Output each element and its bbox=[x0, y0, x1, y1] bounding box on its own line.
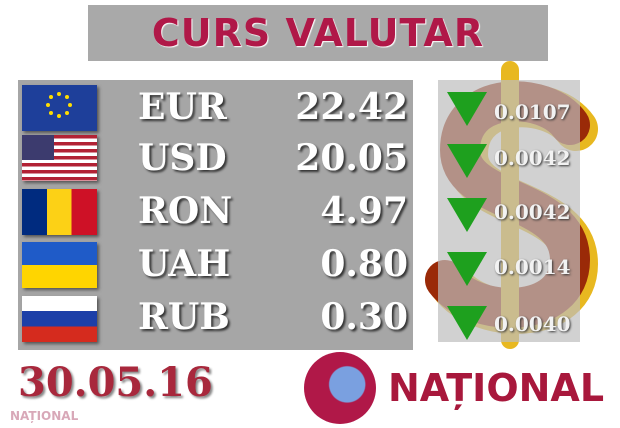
page-title: CURS VALUTAR bbox=[151, 11, 485, 55]
flag-us bbox=[22, 135, 97, 181]
rate-value: 20.05 bbox=[295, 137, 408, 179]
down-arrow-icon bbox=[447, 92, 487, 126]
rate-change: 0.0107 bbox=[494, 100, 571, 124]
rate-value: 0.30 bbox=[320, 296, 408, 338]
down-arrow-icon bbox=[447, 306, 487, 340]
rate-value: 0.80 bbox=[320, 243, 408, 285]
flag-ro bbox=[22, 189, 97, 235]
watermark: NAȚIONAL bbox=[10, 409, 79, 423]
national-logo-icon bbox=[304, 352, 376, 424]
title-banner bbox=[88, 5, 548, 61]
brand-logo: NAȚIONAL bbox=[388, 366, 605, 410]
down-arrow-icon bbox=[447, 198, 487, 232]
currency-code: RON bbox=[138, 190, 233, 232]
down-arrow-icon bbox=[447, 252, 487, 286]
down-arrow-icon bbox=[447, 144, 487, 178]
currency-code: RUB bbox=[138, 296, 230, 338]
date-label: 30.05.16 bbox=[18, 359, 213, 406]
rate-change: 0.0014 bbox=[494, 255, 571, 279]
flag-ua bbox=[22, 242, 97, 288]
flag-ru bbox=[22, 296, 97, 342]
rate-value: 4.97 bbox=[320, 190, 408, 232]
currency-code: UAH bbox=[138, 243, 231, 285]
rate-value: 22.42 bbox=[295, 86, 408, 128]
flag-eu bbox=[22, 85, 97, 131]
rate-change: 0.0040 bbox=[494, 312, 571, 336]
currency-code: USD bbox=[138, 137, 227, 179]
rate-change: 0.0042 bbox=[494, 146, 571, 170]
currency-code: EUR bbox=[138, 86, 227, 128]
rate-change: 0.0042 bbox=[494, 200, 571, 224]
